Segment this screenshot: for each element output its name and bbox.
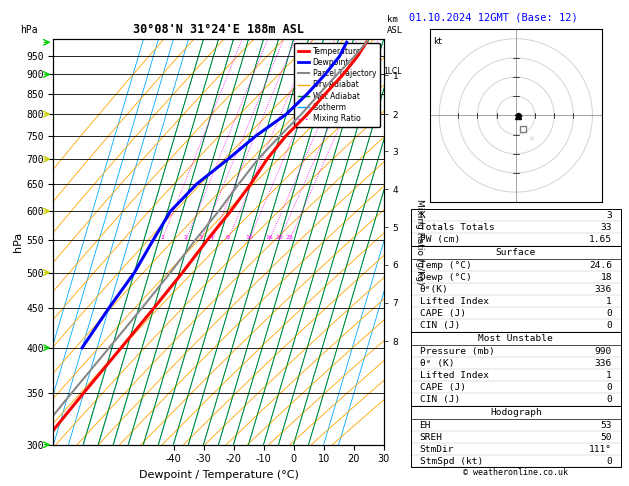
Text: Lifted Index: Lifted Index (420, 371, 489, 380)
Text: EH: EH (420, 421, 431, 430)
Text: Most Unstable: Most Unstable (479, 334, 553, 343)
Text: 2: 2 (184, 235, 188, 241)
Text: Lifted Index: Lifted Index (420, 297, 489, 306)
Text: 0: 0 (606, 309, 612, 318)
Bar (411, 405, 621, 468)
Text: *: * (528, 136, 534, 146)
Text: 1: 1 (160, 235, 164, 241)
Text: 0: 0 (606, 395, 612, 404)
Text: 1: 1 (606, 371, 612, 380)
Y-axis label: Mixing Ratio (g/kg): Mixing Ratio (g/kg) (415, 199, 424, 285)
Text: Pressure (mb): Pressure (mb) (420, 347, 494, 356)
Text: θᵉ (K): θᵉ (K) (420, 359, 454, 368)
Text: 50: 50 (601, 433, 612, 442)
Bar (411, 331, 621, 405)
Text: 24.6: 24.6 (589, 260, 612, 270)
Text: 0: 0 (606, 383, 612, 392)
Text: 0: 0 (606, 457, 612, 466)
Legend: Temperature, Dewpoint, Parcel Trajectory, Dry Adiabat, Wet Adiabat, Isotherm, Mi: Temperature, Dewpoint, Parcel Trajectory… (294, 43, 380, 127)
Text: Totals Totals: Totals Totals (420, 223, 494, 232)
Text: SREH: SREH (420, 433, 443, 442)
Text: Temp (°C): Temp (°C) (420, 260, 471, 270)
Text: 111°: 111° (589, 445, 612, 454)
Text: 3: 3 (199, 235, 203, 241)
Text: θᵉ(K): θᵉ(K) (420, 285, 448, 294)
Text: 18: 18 (601, 273, 612, 282)
Text: 10: 10 (245, 235, 253, 241)
Text: 0: 0 (606, 321, 612, 330)
Text: 336: 336 (595, 359, 612, 368)
Bar (411, 209, 621, 245)
Text: Hodograph: Hodograph (490, 408, 542, 417)
Text: 990: 990 (595, 347, 612, 356)
Text: CIN (J): CIN (J) (420, 395, 460, 404)
Text: © weatheronline.co.uk: © weatheronline.co.uk (464, 469, 568, 477)
Text: km
ASL: km ASL (387, 16, 403, 35)
Text: 4: 4 (210, 235, 214, 241)
X-axis label: Dewpoint / Temperature (°C): Dewpoint / Temperature (°C) (138, 470, 299, 480)
Text: CIN (J): CIN (J) (420, 321, 460, 330)
Bar (411, 245, 621, 331)
Text: hPa: hPa (21, 25, 38, 35)
Text: kt: kt (433, 37, 442, 46)
Text: CAPE (J): CAPE (J) (420, 383, 465, 392)
Text: 336: 336 (595, 285, 612, 294)
Text: 01.10.2024 12GMT (Base: 12): 01.10.2024 12GMT (Base: 12) (409, 12, 577, 22)
Text: CAPE (J): CAPE (J) (420, 309, 465, 318)
Text: 16: 16 (265, 235, 273, 241)
Text: StmDir: StmDir (420, 445, 454, 454)
Text: 33: 33 (601, 223, 612, 232)
Text: StmSpd (kt): StmSpd (kt) (420, 457, 483, 466)
Text: 1: 1 (606, 297, 612, 306)
Text: K: K (420, 211, 425, 220)
Text: 3: 3 (606, 211, 612, 220)
Text: 6: 6 (226, 235, 230, 241)
Text: Surface: Surface (496, 248, 536, 257)
Text: Dewp (°C): Dewp (°C) (420, 273, 471, 282)
Text: 1.65: 1.65 (589, 235, 612, 244)
Text: 53: 53 (601, 421, 612, 430)
Text: 25: 25 (286, 235, 293, 241)
Text: 20: 20 (276, 235, 283, 241)
Text: 1LCL: 1LCL (384, 67, 402, 76)
Title: 30°08'N 31°24'E 188m ASL: 30°08'N 31°24'E 188m ASL (133, 23, 304, 36)
Y-axis label: hPa: hPa (13, 232, 23, 252)
Text: PW (cm): PW (cm) (420, 235, 460, 244)
